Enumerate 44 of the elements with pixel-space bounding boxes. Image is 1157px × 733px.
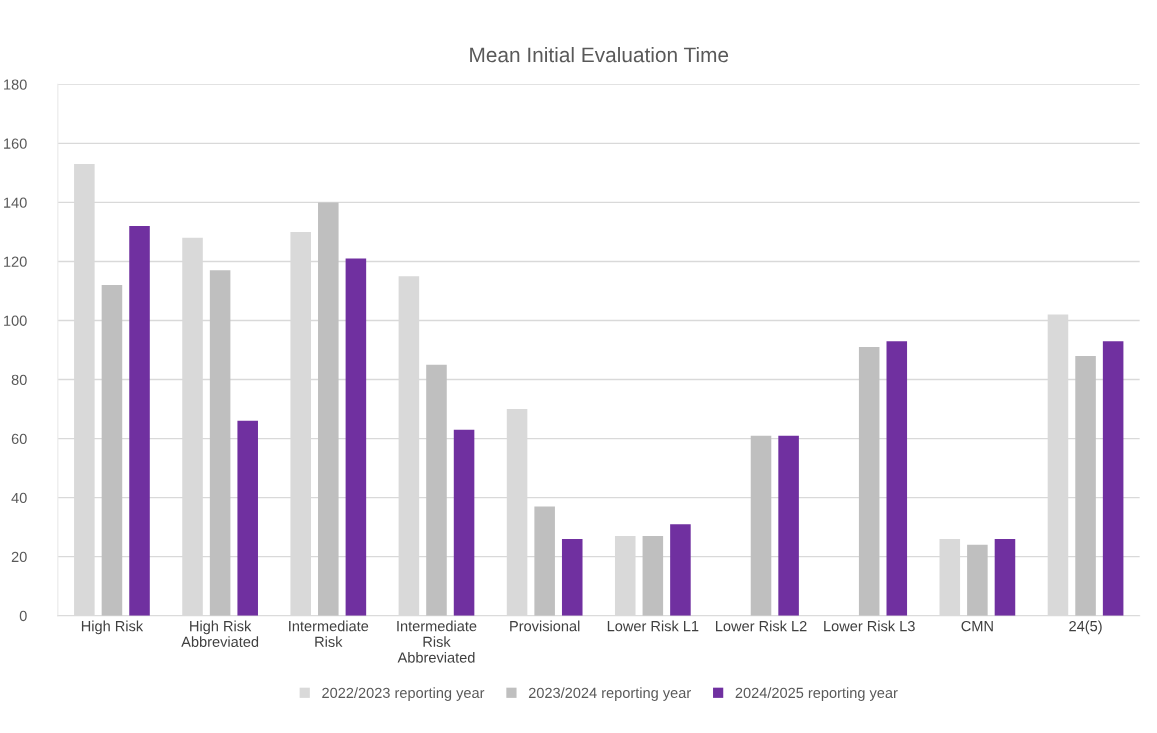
bar — [967, 544, 988, 616]
y-tick-label: 80 — [11, 374, 27, 385]
x-tick-label: Lower Risk L3 — [824, 620, 915, 632]
x-tick-label: Intermediate Risk Abbreviated — [397, 620, 477, 663]
bar — [426, 364, 447, 616]
x-tick-label: High Risk — [81, 620, 144, 635]
bar — [886, 341, 908, 616]
bar — [561, 538, 583, 616]
x-tick-label: Lower Risk L2 — [716, 620, 807, 632]
bar — [101, 285, 123, 616]
x-tick-label: Provisional — [510, 620, 580, 632]
y-tick-label: 100 — [4, 315, 27, 326]
bar — [1075, 355, 1096, 616]
bar — [642, 536, 664, 616]
bar — [670, 524, 691, 616]
bar — [318, 202, 339, 616]
bar — [778, 435, 799, 616]
y-tick-label: 20 — [11, 551, 27, 563]
y-tick-label: 140 — [4, 197, 27, 208]
y-tick-label: 180 — [4, 79, 27, 90]
y-tick-label: 120 — [4, 256, 27, 267]
y-tick-label: 60 — [11, 433, 27, 445]
bar — [129, 226, 150, 616]
x-tick-label: High Risk Abbreviated — [181, 620, 259, 647]
legend-label: 2023/2024 reporting year — [528, 687, 691, 701]
bar — [534, 506, 555, 616]
legend-label: 2022/2023 reporting year — [322, 687, 485, 701]
y-tick-label: 0 — [19, 610, 27, 622]
x-tick-label: Intermediate Risk — [289, 620, 369, 647]
bar — [237, 420, 258, 616]
bar — [1102, 341, 1124, 616]
bar — [858, 347, 880, 616]
y-tick-label: 160 — [4, 138, 27, 149]
bar — [994, 538, 1016, 616]
x-tick-label: CMN — [961, 620, 993, 632]
legend-label: 2024/2025 reporting year — [735, 687, 898, 701]
chart-title: Mean Initial Evaluation Time — [470, 46, 729, 63]
y-tick-label: 40 — [11, 492, 27, 504]
bar — [453, 429, 475, 616]
bar — [209, 270, 231, 616]
x-tick-label: Lower Risk L1 — [607, 620, 699, 632]
bar — [750, 435, 772, 616]
x-tick-label: 24(5) — [1069, 620, 1102, 635]
bar — [345, 258, 367, 616]
